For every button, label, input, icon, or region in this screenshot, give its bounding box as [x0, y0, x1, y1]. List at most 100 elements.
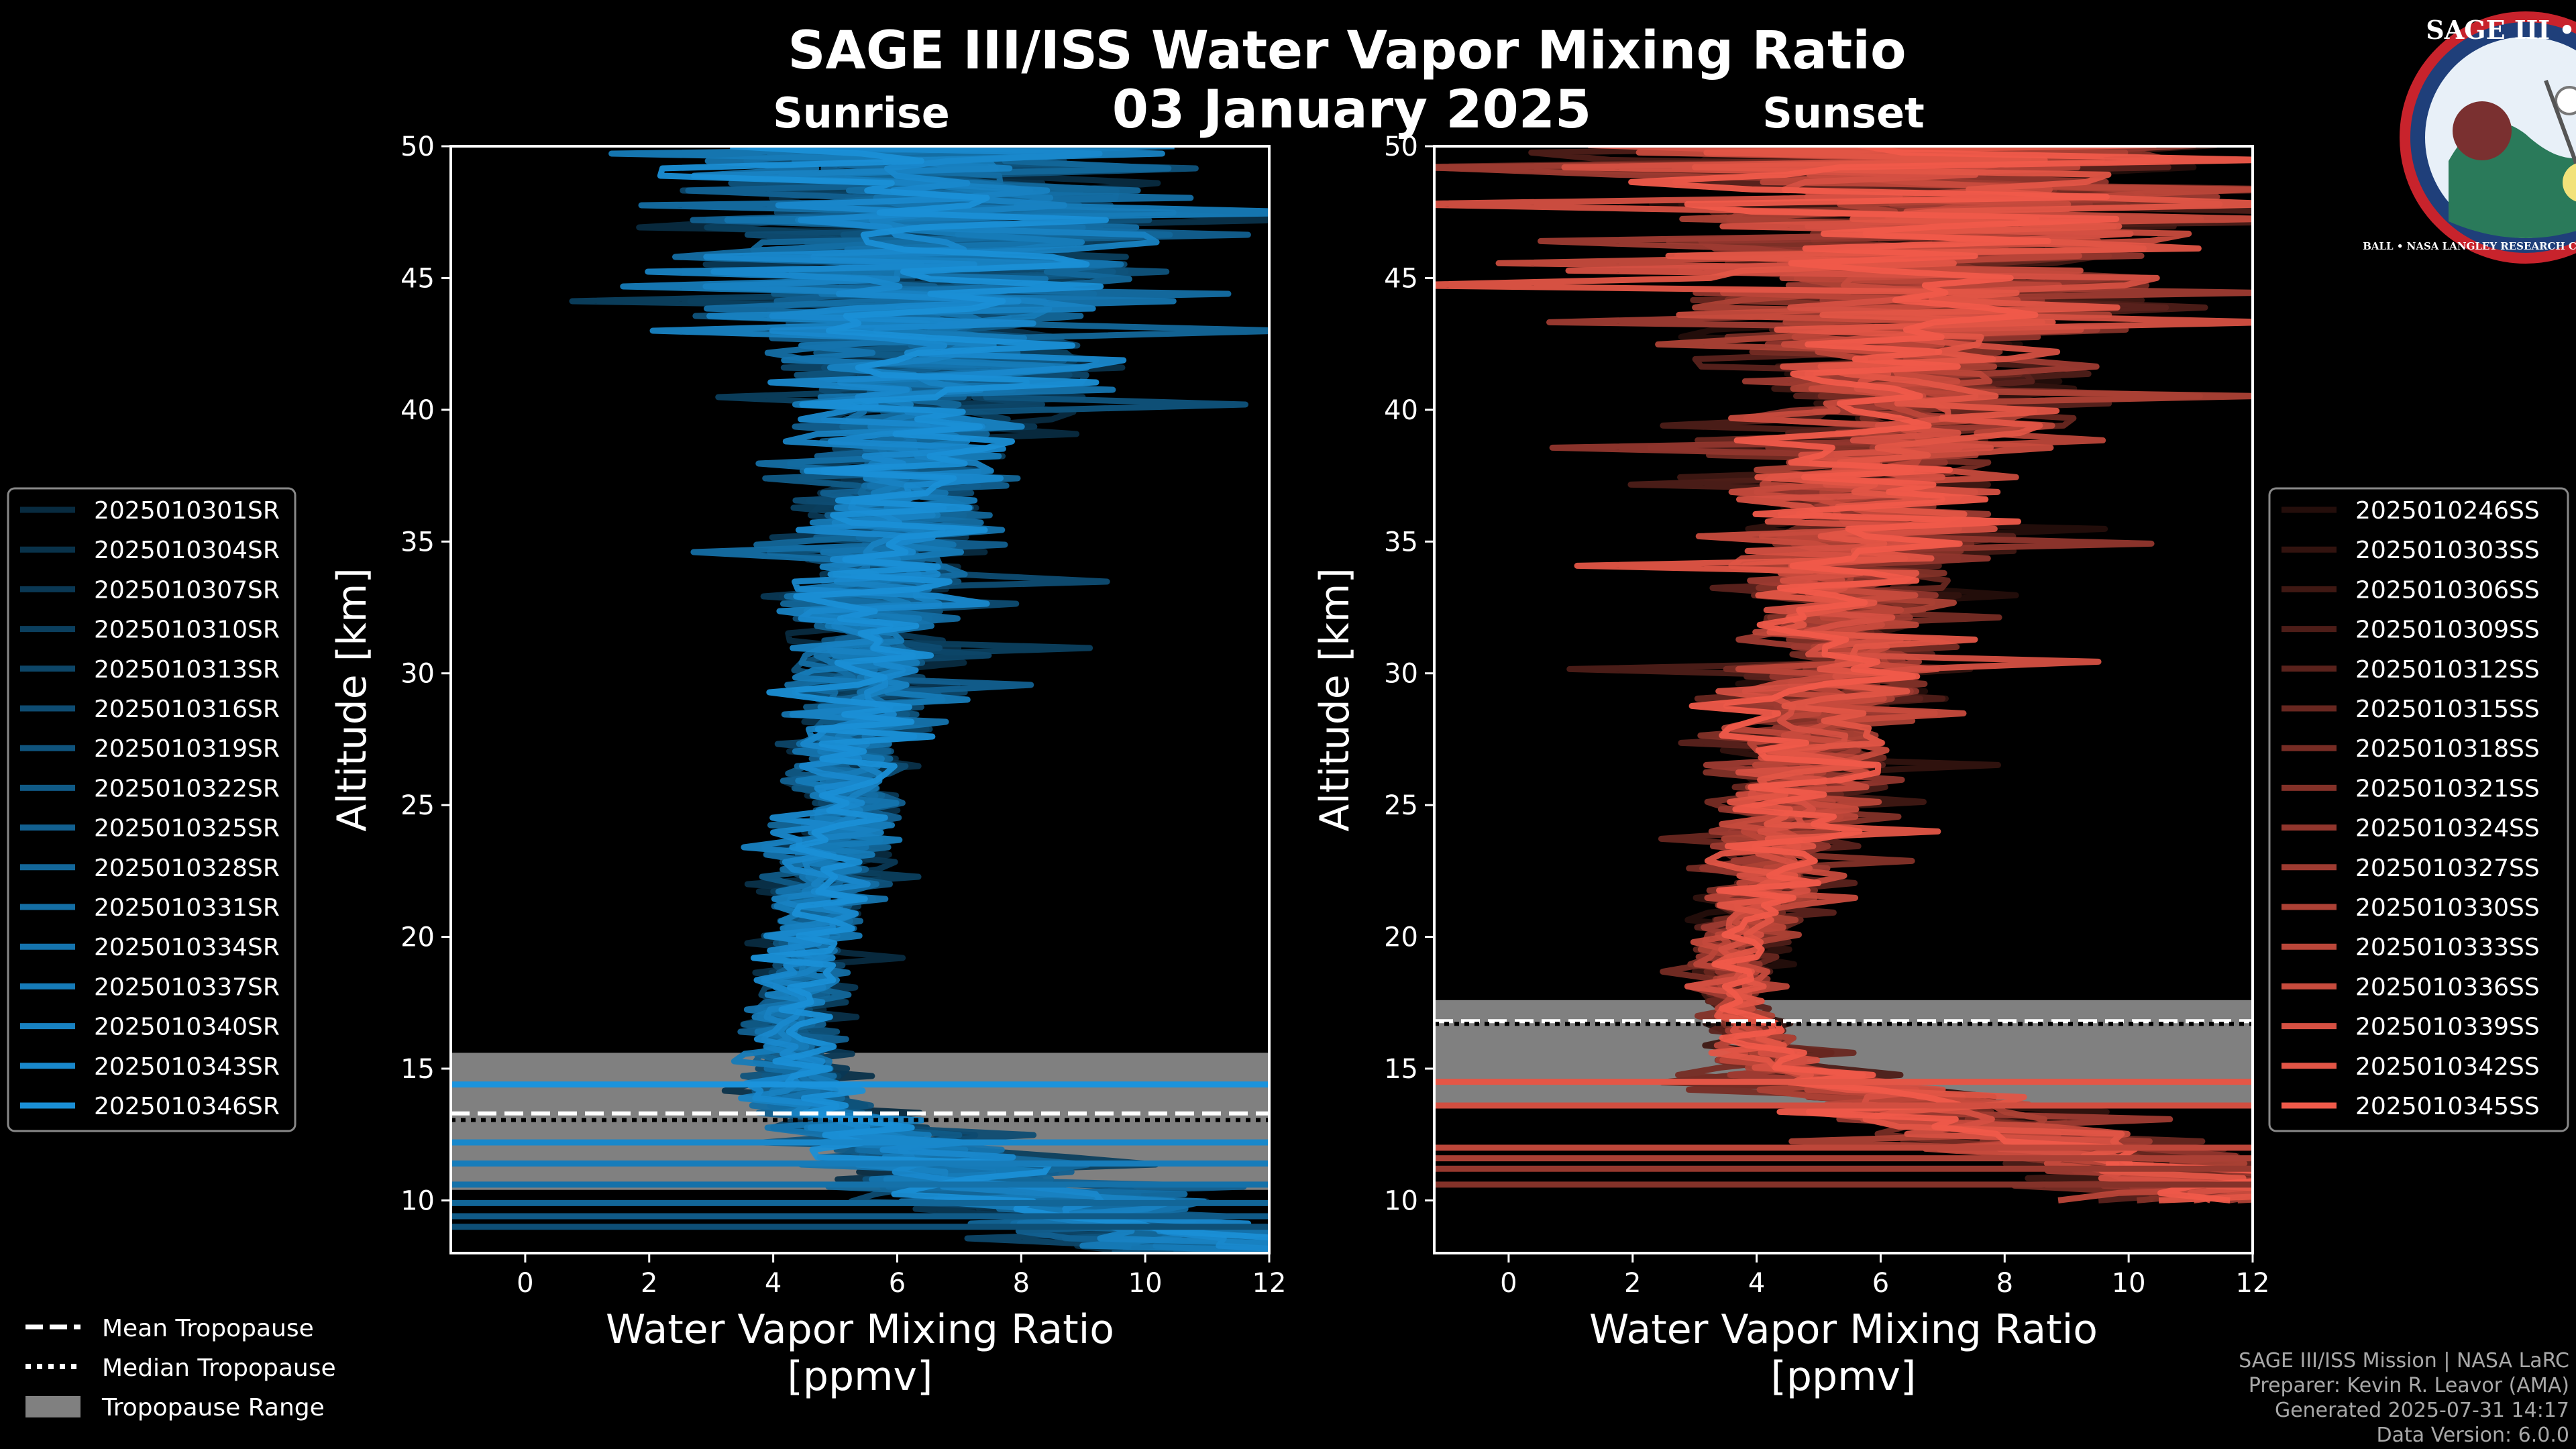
sunset-legend-label: 2025010315SS — [2355, 696, 2540, 723]
sunrise-y-tick-label: 50 — [400, 131, 435, 162]
sunrise-legend-label: 2025010301SR — [94, 497, 280, 525]
sunrise-x-tick-label: 10 — [1128, 1268, 1163, 1299]
sunrise-x-tick-label: 8 — [1013, 1268, 1030, 1299]
sunrise-x-axis-label: Water Vapor Mixing Ratio — [606, 1306, 1114, 1353]
sunset-y-axis-label: Altitude [km] — [1311, 568, 1358, 832]
chart-layer: 0 2 4 6 8 10 12 10 15 20 25 30 35 40 45 50 Water Vapor M… — [7, 131, 2569, 1400]
sunrise-y-tick-label: 30 — [400, 659, 435, 690]
sunrise-x-tick-label: 0 — [517, 1268, 533, 1299]
credit-preparer: Preparer: Kevin R. Leavor (AMA) — [2249, 1374, 2569, 1397]
credits: SAGE III/ISS Mission | NASA LaRC Prepare… — [2239, 1349, 2569, 1447]
sunset-panel-title: Sunset — [1762, 89, 1925, 138]
sunrise-y-tick-label: 40 — [400, 395, 435, 426]
sunrise-panel-title: Sunrise — [773, 89, 950, 138]
sunset-series-legend: 2025010246SS 2025010303SS 2025010306SS 2025… — [2268, 487, 2569, 1132]
sunset-y-tick-label: 10 — [1384, 1185, 1418, 1216]
sunset-y-tick-label: 15 — [1384, 1054, 1418, 1085]
sunset-y-tick-label: 25 — [1384, 790, 1418, 821]
mean-tropopause-label: Mean Tropopause — [102, 1315, 314, 1342]
sunset-axes-frame — [1433, 145, 2254, 1254]
sunrise-y-tick-label: 15 — [400, 1054, 435, 1085]
sunrise-plot-area — [451, 146, 1269, 1253]
credit-data-version: Data Version: 6.0.0 — [2377, 1424, 2569, 1447]
credit-mission: SAGE III/ISS Mission | NASA LaRC — [2239, 1349, 2569, 1373]
figure-title: SAGE III/ISS Water Vapor Mixing Ratio — [788, 21, 1906, 81]
sun-icon — [2563, 163, 2576, 202]
sunrise-y-tick-label: 10 — [400, 1185, 435, 1216]
sunset-legend-box — [2268, 487, 2569, 1132]
sunrise-x-tick-label: 6 — [889, 1268, 906, 1299]
sunset-legend-label: 2025010324SS — [2355, 815, 2540, 843]
tropopause-range-label: Tropopause Range — [101, 1394, 325, 1421]
sunset-plot-area — [1434, 146, 2253, 1203]
sunrise-x-axis-unit: [ppmv] — [788, 1353, 933, 1400]
sunset-y-tick-label: 30 — [1384, 659, 1418, 690]
sunset-x-axis-unit: [ppmv] — [1771, 1353, 1917, 1400]
logo-text: SAGE III • ISS — [2426, 15, 2576, 45]
sunset-legend-label: 2025010327SS — [2355, 855, 2540, 882]
sunset-y-tick-label: 40 — [1384, 395, 1418, 426]
sunrise-x-tick-label: 12 — [1252, 1268, 1287, 1299]
sunset-legend-label: 2025010330SS — [2355, 894, 2540, 922]
sunset-legend-label: 2025010318SS — [2355, 735, 2540, 763]
sunset-legend-label: 2025010336SS — [2355, 973, 2540, 1001]
sunset-x-tick-label: 12 — [2236, 1268, 2270, 1299]
sunrise-legend-label: 2025010307SR — [94, 576, 280, 604]
sunset-x-tick-label: 4 — [1748, 1268, 1765, 1299]
sunset-legend-label: 2025010306SS — [2355, 576, 2540, 604]
sunset-y-tick-label: 45 — [1384, 263, 1418, 294]
sunrise-legend-label: 2025010325SR — [94, 815, 280, 843]
sunset-x-tick-label: 6 — [1872, 1268, 1889, 1299]
sunset-legend-label: 2025010345SS — [2355, 1093, 2540, 1120]
sunset-legend-label: 2025010339SS — [2355, 1014, 2540, 1041]
telescope-icon — [2544, 79, 2576, 169]
sunrise-panel: 0 2 4 6 8 10 12 10 15 20 25 30 35 40 45 50 Water Vapor M… — [7, 131, 1287, 1400]
tropopause-range-swatch — [25, 1396, 80, 1417]
sunrise-legend-label: 2025010346SR — [94, 1093, 280, 1120]
sunset-x-tick-label: 8 — [1996, 1268, 2013, 1299]
sunrise-legend-label: 2025010340SR — [94, 1014, 280, 1041]
sunrise-legend-label: 2025010316SR — [94, 696, 280, 723]
sunset-legend-label: 2025010333SS — [2355, 934, 2540, 961]
sunrise-series-legend: 2025010301SR 2025010304SR 2025010307SR 2025… — [7, 487, 297, 1132]
median-tropopause-label: Median Tropopause — [102, 1354, 336, 1382]
tropopause-legend: Mean Tropopause Median Tropopause Tropop… — [25, 1315, 336, 1421]
sunrise-y-tick-label: 20 — [400, 922, 435, 953]
sunrise-series-line — [657, 146, 1269, 1241]
sunset-y-tick-label: 50 — [1384, 131, 1418, 162]
sunrise-y-tick-label: 45 — [400, 263, 435, 294]
sunrise-legend-label: 2025010328SR — [94, 855, 280, 882]
sunrise-axes-frame — [449, 145, 1271, 1254]
sunset-legend-label: 2025010246SS — [2355, 497, 2540, 525]
sunset-y-tick-label: 35 — [1384, 527, 1418, 557]
sunrise-legend-label: 2025010331SR — [94, 894, 280, 922]
sunrise-legend-label: 2025010310SR — [94, 616, 280, 644]
sunset-x-tick-label: 10 — [2112, 1268, 2146, 1299]
sunset-legend-label: 2025010303SS — [2355, 537, 2540, 564]
sunrise-legend-label: 2025010343SR — [94, 1053, 280, 1081]
sunrise-y-tick-label: 35 — [400, 527, 435, 557]
sunrise-legend-label: 2025010334SR — [94, 934, 280, 961]
sunrise-legend-label: 2025010322SR — [94, 775, 280, 802]
moon-icon — [2555, 86, 2576, 115]
sunrise-legend-box — [7, 487, 297, 1132]
sunset-legend-label: 2025010321SS — [2355, 775, 2540, 802]
sunrise-legend-label: 2025010313SR — [94, 656, 280, 684]
sunrise-x-tick-label: 2 — [641, 1268, 657, 1299]
figure-date: 03 January 2025 — [1112, 80, 1592, 140]
sunrise-legend-label: 2025010337SR — [94, 973, 280, 1001]
credit-generated: Generated 2025-07-31 14:17 — [2275, 1399, 2569, 1422]
sunset-legend-label: 2025010312SS — [2355, 656, 2540, 684]
sage-iii-iss-mission-logo: SAGE III • ISS BALL • NASA LANGLEY RESEA… — [2363, 11, 2576, 264]
sunrise-y-axis-label: Altitude [km] — [329, 568, 376, 832]
sunset-x-axis-label: Water Vapor Mixing Ratio — [1589, 1306, 2098, 1353]
sunset-legend-label: 2025010342SS — [2355, 1053, 2540, 1081]
sunset-legend-label: 2025010309SS — [2355, 616, 2540, 644]
sunrise-series-line — [703, 146, 1269, 1252]
sunrise-x-tick-label: 4 — [765, 1268, 782, 1299]
logo-ring-text: BALL • NASA LANGLEY RESEARCH CENTER • TA… — [2363, 240, 2576, 252]
sunrise-legend-label: 2025010304SR — [94, 537, 280, 564]
sunrise-legend-label: 2025010319SR — [94, 735, 280, 763]
sunset-y-tick-label: 20 — [1384, 922, 1418, 953]
